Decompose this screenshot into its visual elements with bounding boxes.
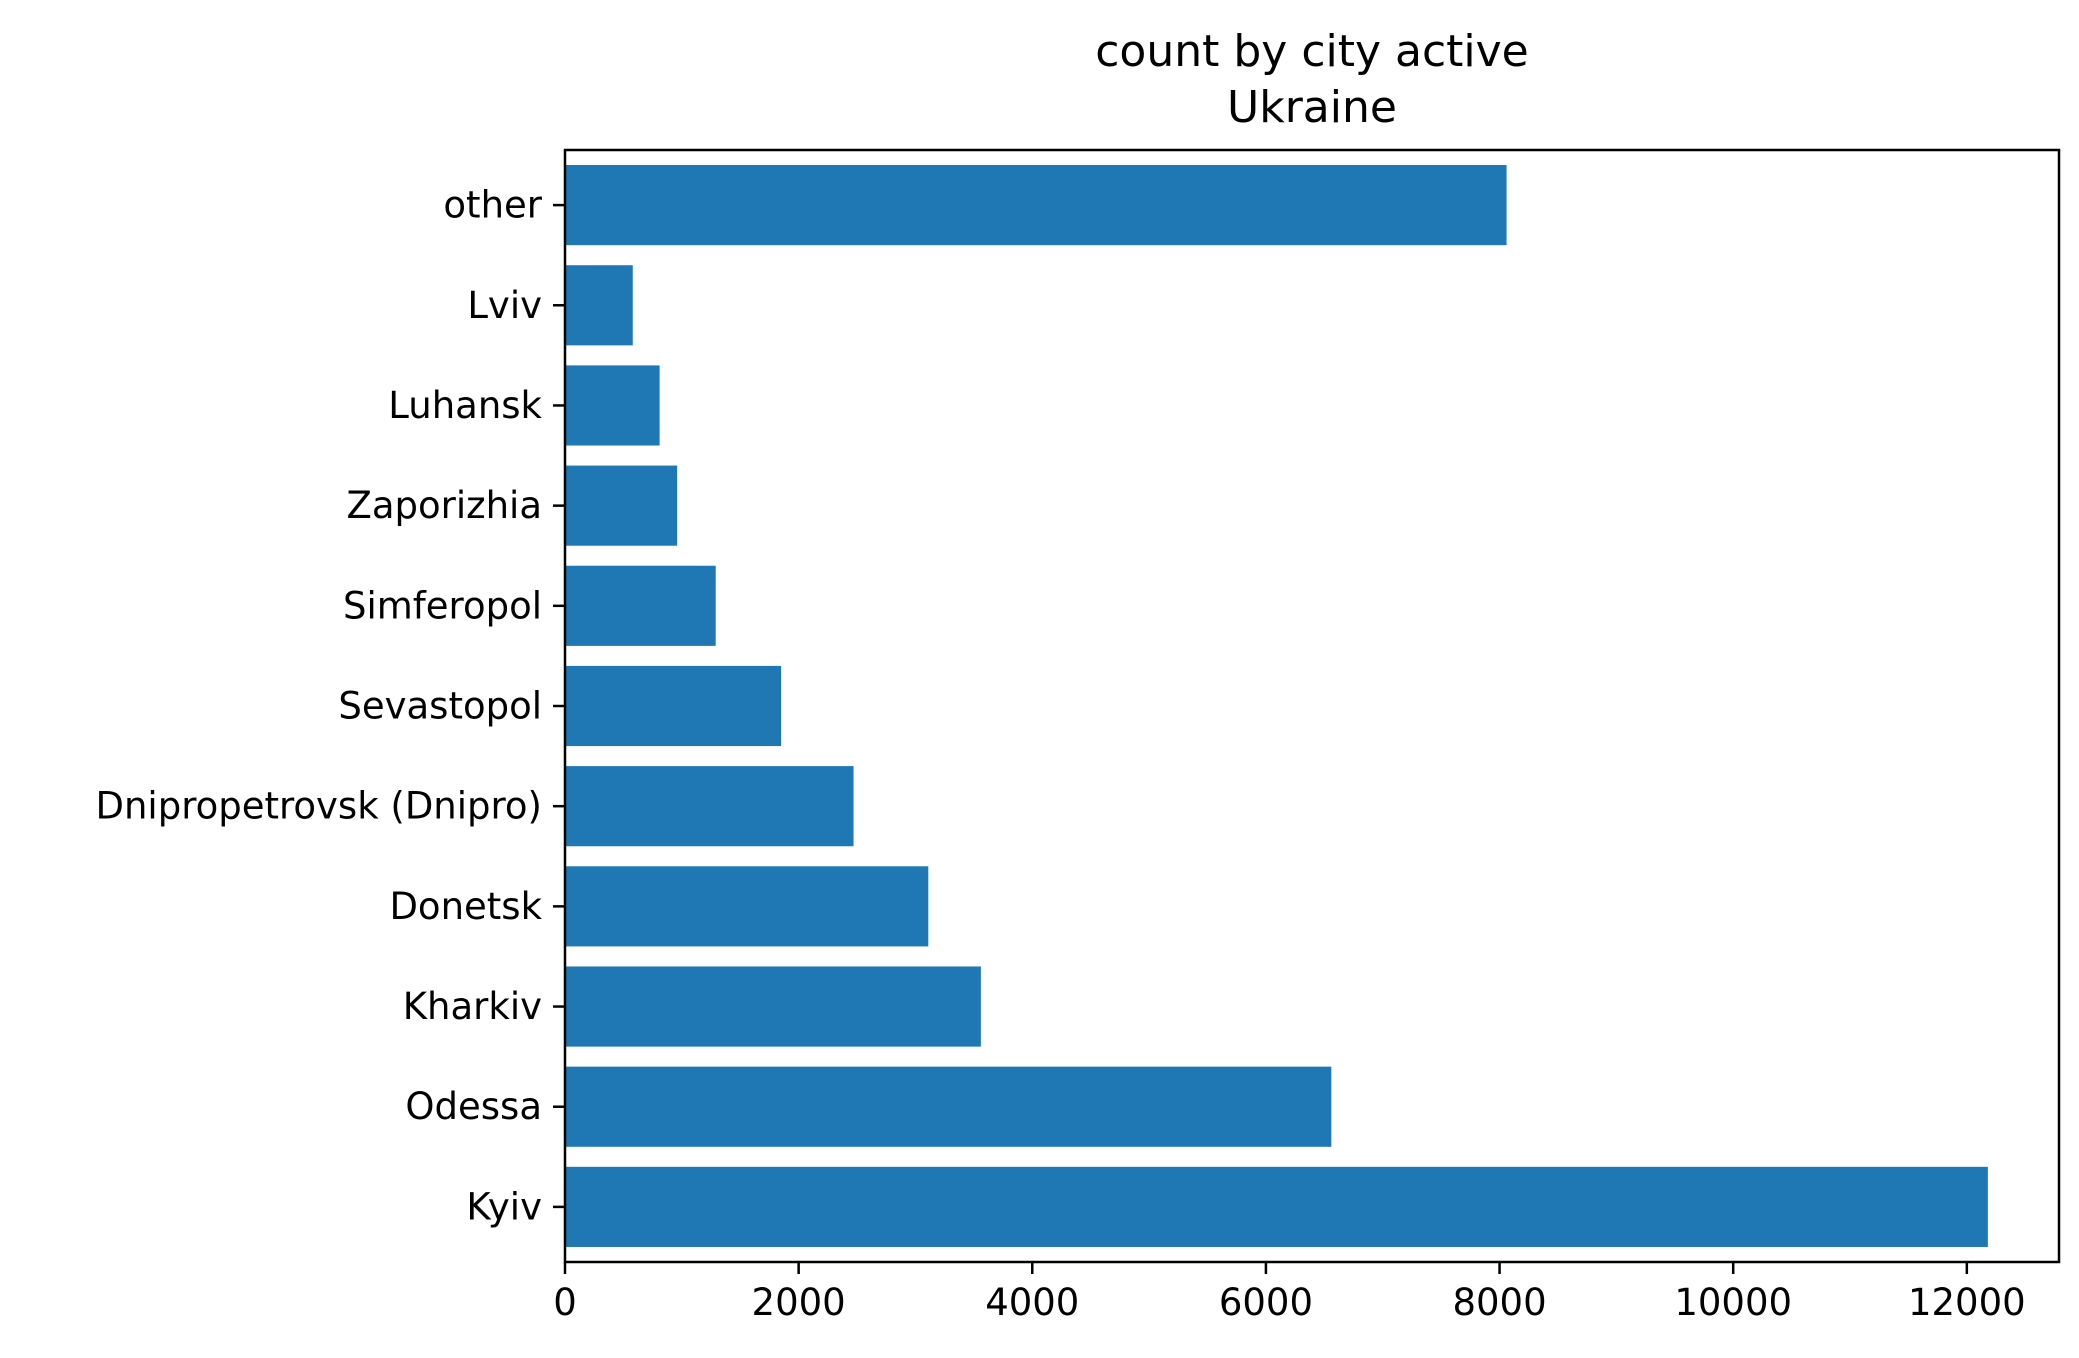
x-tick-label: 10000	[1674, 1281, 1792, 1324]
bar-kyiv	[565, 1166, 1988, 1247]
y-tick-label-lviv: Lviv	[467, 284, 542, 327]
plot-frame	[563, 148, 2061, 1264]
y-tick-label-zaporizhia: Zaporizhia	[347, 484, 542, 527]
chart-title-line-2: Ukraine	[1227, 82, 1397, 133]
y-tick-label-odessa: Odessa	[405, 1085, 542, 1128]
bar-other	[565, 165, 1507, 246]
bar-simferopol	[565, 565, 716, 646]
y-tick-label-sevastopol: Sevastopol	[338, 685, 542, 728]
y-tick-label-other: other	[443, 184, 542, 227]
bar-donetsk	[565, 866, 929, 947]
bar-luhansk	[565, 365, 660, 446]
y-tick-label-kharkiv: Kharkiv	[403, 985, 542, 1028]
chart-title: count by city active Ukraine	[1095, 26, 1529, 133]
x-tick-label: 12000	[1908, 1281, 2026, 1324]
y-tick-label-simferopol: Simferopol	[343, 584, 542, 627]
chart-title-line-1: count by city active	[1095, 26, 1529, 77]
bar-kharkiv	[565, 966, 981, 1047]
y-tick-label-luhansk: Luhansk	[388, 384, 542, 427]
x-tick-label: 4000	[985, 1281, 1079, 1324]
bar-zaporizhia	[565, 465, 678, 546]
x-axis-ticks: 0 2000 4000 6000 8000 10000 12000	[553, 1262, 2026, 1324]
y-tick-label-donetsk: Donetsk	[389, 885, 542, 928]
x-tick-label: 0	[553, 1281, 577, 1324]
x-tick-label: 8000	[1452, 1281, 1546, 1324]
bars	[565, 165, 1988, 1247]
bar-sevastopol	[565, 665, 782, 747]
x-tick-label: 6000	[1219, 1281, 1313, 1324]
y-tick-label-kyiv: Kyiv	[466, 1185, 542, 1228]
bar-odessa	[565, 1066, 1332, 1147]
bar-lviv	[565, 265, 633, 346]
y-axis-ticks: Kyiv Odessa Kharkiv Donetsk Dnipropetrovsk (…	[95, 184, 565, 1228]
y-tick-label-dnipropetrovsk-dnipro: Dnipropetrovsk (Dnipro)	[95, 785, 542, 828]
bar-dnipropetrovsk-dnipro	[565, 766, 854, 847]
x-tick-label: 2000	[752, 1281, 846, 1324]
